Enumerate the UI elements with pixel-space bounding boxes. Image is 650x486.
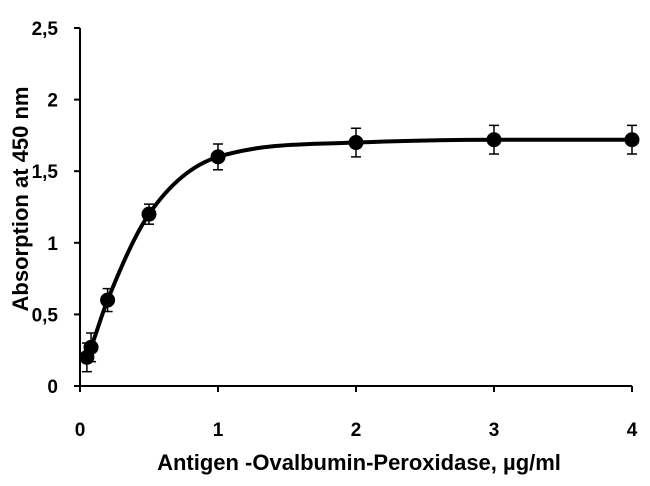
x-tick-label: 1 bbox=[213, 420, 224, 441]
y-axis: 0 0,5 1 1,5 2 2,5 bbox=[32, 19, 81, 398]
series-line bbox=[85, 137, 633, 359]
y-tick-label: 1 bbox=[47, 234, 58, 255]
y-tick-label: 0 bbox=[47, 377, 58, 398]
x-axis: 0 1 2 3 4 bbox=[75, 385, 638, 441]
y-tick-label: 2 bbox=[47, 91, 58, 112]
data-point bbox=[83, 339, 99, 355]
plot-area bbox=[79, 124, 640, 373]
y-tick-label: 0,5 bbox=[32, 305, 59, 326]
x-axis-label: Antigen -Ovalbumin-Peroxidase, µg/ml bbox=[157, 450, 561, 475]
data-point bbox=[100, 292, 116, 308]
data-point bbox=[210, 149, 226, 165]
y-axis-label: Absorption at 450 nm bbox=[8, 87, 33, 312]
x-tick-label: 4 bbox=[627, 420, 638, 441]
x-tick-label: 2 bbox=[351, 420, 362, 441]
x-tick-label: 0 bbox=[75, 420, 86, 441]
y-tick-label: 1,5 bbox=[32, 162, 59, 183]
y-tick-label: 2,5 bbox=[32, 19, 59, 40]
data-point bbox=[486, 132, 502, 148]
data-point bbox=[141, 206, 157, 222]
data-point bbox=[348, 135, 364, 151]
x-tick-label: 3 bbox=[489, 420, 500, 441]
data-point bbox=[624, 132, 640, 148]
